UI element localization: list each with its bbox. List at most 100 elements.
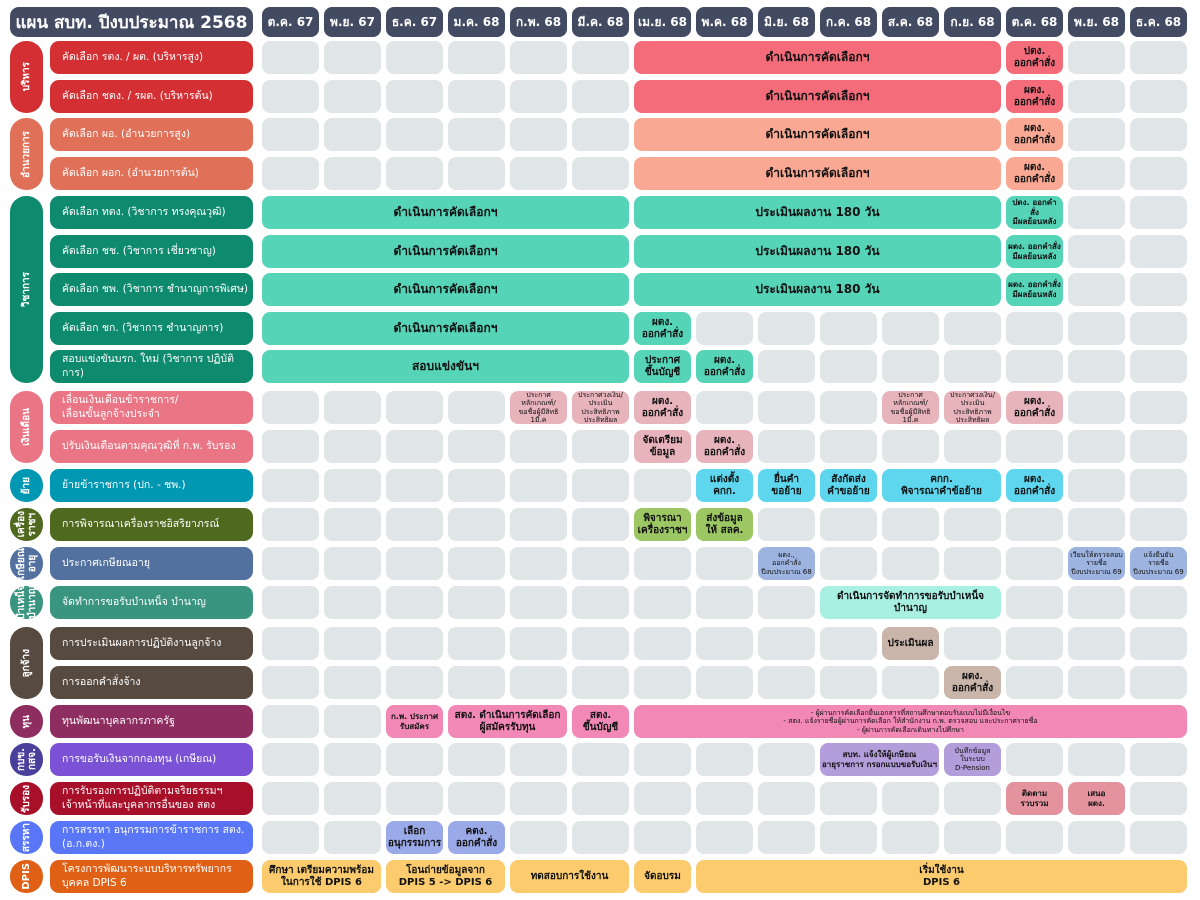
empty-cell bbox=[1068, 666, 1125, 699]
empty-cell bbox=[510, 469, 567, 502]
empty-cell bbox=[448, 586, 505, 619]
empty-cell bbox=[262, 705, 319, 738]
activity-bar: ดำเนินการจัดทำการขอรับบำเหน็จ บำนาญ bbox=[820, 586, 1001, 619]
group-label-text: ย้าย bbox=[21, 476, 32, 495]
empty-cell bbox=[262, 627, 319, 660]
empty-cell bbox=[882, 547, 939, 580]
row-label: คัดเลือก ชช. (วิชาการ เชี่ยวชาญ) bbox=[50, 235, 253, 268]
empty-cell bbox=[448, 469, 505, 502]
empty-cell bbox=[1006, 627, 1063, 660]
empty-cell bbox=[820, 666, 877, 699]
empty-cell bbox=[386, 118, 443, 151]
empty-cell bbox=[572, 782, 629, 815]
empty-cell bbox=[1130, 118, 1187, 151]
row-label: โครงการพัฒนาระบบบริหารทรัพยากรบุคคล DPIS… bbox=[50, 860, 253, 893]
group-label: บริหาร bbox=[10, 41, 43, 113]
activity-bar: แจ้งยืนยัน รายชื่อ ปีงบประมาณ 69 bbox=[1130, 547, 1187, 580]
activity-bar: ดำเนินการคัดเลือกฯ bbox=[634, 80, 1001, 113]
empty-cell bbox=[1130, 627, 1187, 660]
empty-cell bbox=[1130, 430, 1187, 463]
empty-cell bbox=[758, 743, 815, 776]
activity-bar: ดำเนินการคัดเลือกฯ bbox=[634, 118, 1001, 151]
activity-bar: ผตง. ออกคำสั่ง bbox=[1006, 80, 1063, 113]
empty-cell bbox=[262, 821, 319, 854]
empty-cell bbox=[634, 469, 691, 502]
empty-cell bbox=[510, 666, 567, 699]
group-label: เงินเดือน bbox=[10, 391, 43, 463]
activity-bar: ดำเนินการคัดเลือกฯ bbox=[634, 157, 1001, 190]
empty-cell bbox=[572, 469, 629, 502]
empty-cell bbox=[386, 586, 443, 619]
empty-cell bbox=[448, 157, 505, 190]
empty-cell bbox=[882, 508, 939, 541]
month-header: มี.ค. 68 bbox=[572, 7, 629, 37]
empty-cell bbox=[944, 782, 1001, 815]
empty-cell bbox=[696, 821, 753, 854]
empty-cell bbox=[324, 547, 381, 580]
month-header: ก.ย. 68 bbox=[944, 7, 1001, 37]
row-label: จัดทำการขอรับบำเหน็จ บำนาญ bbox=[50, 586, 253, 619]
empty-cell bbox=[696, 586, 753, 619]
activity-bar: แต่งตั้ง คกก. bbox=[696, 469, 753, 502]
empty-cell bbox=[820, 782, 877, 815]
empty-cell bbox=[1006, 743, 1063, 776]
row-label: การสรรหา อนุกรรมการข้าราชการ สตง. (อ.ก.ต… bbox=[50, 821, 253, 854]
empty-cell bbox=[634, 821, 691, 854]
empty-cell bbox=[386, 782, 443, 815]
empty-cell bbox=[758, 350, 815, 383]
group-label: บำเหน็จ บำนาญ bbox=[10, 585, 43, 620]
empty-cell bbox=[324, 627, 381, 660]
empty-cell bbox=[1130, 80, 1187, 113]
activity-bar: ปตง. ออกคำสั่ง มีผลย้อนหลัง bbox=[1006, 196, 1063, 229]
empty-cell bbox=[572, 547, 629, 580]
group-label: ย้าย bbox=[10, 469, 43, 502]
activity-bar: ดำเนินการคัดเลือกฯ bbox=[262, 273, 629, 306]
month-header: ธ.ค. 67 bbox=[386, 7, 443, 37]
empty-cell bbox=[572, 743, 629, 776]
month-header: พ.ย. 68 bbox=[1068, 7, 1125, 37]
activity-bar: ผตง. ออกคำสั่ง bbox=[944, 666, 1001, 699]
activity-bar: บันทึกข้อมูล ในระบบ D-Pension bbox=[944, 743, 1001, 776]
empty-cell bbox=[944, 350, 1001, 383]
row-label: คัดเลือก ผอ. (อำนวยการสูง) bbox=[50, 118, 253, 151]
month-header: มิ.ย. 68 bbox=[758, 7, 815, 37]
group-label-text: เครื่อง ราชฯ bbox=[15, 511, 38, 538]
row-label: คัดเลือก ชตง. / รผต. (บริหารต้น) bbox=[50, 80, 253, 113]
group-label: ทุน bbox=[10, 705, 43, 738]
group-label-text: บำเหน็จ บำนาญ bbox=[15, 585, 38, 620]
empty-cell bbox=[262, 41, 319, 74]
group-label: สรรหา bbox=[10, 821, 43, 854]
empty-cell bbox=[1068, 821, 1125, 854]
empty-cell bbox=[262, 430, 319, 463]
empty-cell bbox=[1068, 312, 1125, 345]
row-label: การรับรองการปฏิบัติตามจริยธรรมฯ เจ้าหน้า… bbox=[50, 782, 253, 815]
activity-bar: สอบแข่งขันฯ bbox=[262, 350, 629, 383]
empty-cell bbox=[634, 627, 691, 660]
group-label-text: อำนวยการ bbox=[21, 130, 32, 178]
empty-cell bbox=[324, 118, 381, 151]
empty-cell bbox=[324, 157, 381, 190]
page-title: แผน สบท. ปีงบประมาณ 2568 bbox=[10, 7, 253, 37]
month-header: ต.ค. 68 bbox=[1006, 7, 1063, 37]
activity-bar: พิจารณา เครื่องราชฯ bbox=[634, 508, 691, 541]
group-label-text: บริหาร bbox=[21, 62, 32, 92]
empty-cell bbox=[1006, 821, 1063, 854]
activity-bar: ประกาศ หลักเกณฑ์/ ขอชื่อผู้มีสิทธิ 1มี.ค bbox=[510, 391, 567, 424]
activity-bar: ทดสอบการใช้งาน bbox=[510, 860, 629, 893]
empty-cell bbox=[324, 469, 381, 502]
empty-cell bbox=[1068, 118, 1125, 151]
empty-cell bbox=[448, 41, 505, 74]
activity-bar: ประกาศวงเงิน/ ประเมินประสิทธิภาพ ประสิทธ… bbox=[572, 391, 629, 424]
empty-cell bbox=[1068, 196, 1125, 229]
empty-cell bbox=[324, 666, 381, 699]
empty-cell bbox=[572, 821, 629, 854]
empty-cell bbox=[386, 508, 443, 541]
empty-cell bbox=[882, 782, 939, 815]
activity-bar: โอนถ่ายข้อมูลจาก DPIS 5 -> DPIS 6 bbox=[386, 860, 505, 893]
row-label: การพิจารณาเครื่องราชอิสริยาภรณ์ bbox=[50, 508, 253, 541]
empty-cell bbox=[510, 430, 567, 463]
group-label-text: เกษียณ อายุ bbox=[15, 547, 38, 580]
empty-cell bbox=[1130, 41, 1187, 74]
activity-bar: - ผู้ผ่านการคัดเลือกยื่นเอกสารที่สถานศึก… bbox=[634, 705, 1187, 738]
empty-cell bbox=[262, 508, 319, 541]
